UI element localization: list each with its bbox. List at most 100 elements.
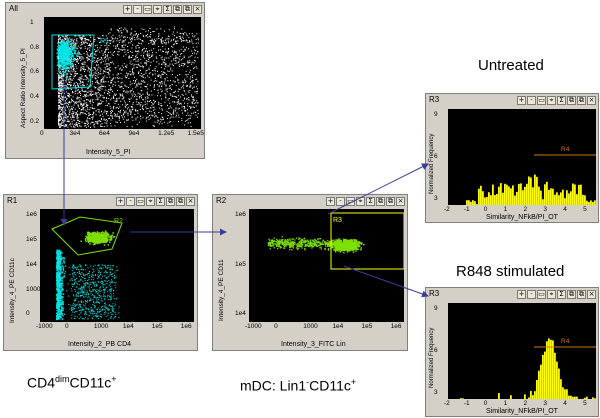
x-tick-label: 0 <box>274 323 278 330</box>
zoom-out-icon[interactable]: - <box>527 290 536 299</box>
crosshair-icon[interactable]: ⌖ <box>356 197 365 206</box>
sigma-icon[interactable]: Σ <box>156 197 165 206</box>
histogram-bar <box>506 184 508 205</box>
histogram-bar <box>560 192 562 205</box>
histogram-bar <box>586 200 588 205</box>
histogram-bar <box>508 186 510 205</box>
gate-r1[interactable] <box>51 34 95 90</box>
histogram-bar <box>540 190 542 205</box>
region-icon[interactable]: ▭ <box>537 96 546 105</box>
close-icon[interactable]: × <box>186 197 195 206</box>
zoom-in-icon[interactable]: + <box>326 197 335 206</box>
sigma-icon[interactable]: Σ <box>163 5 172 14</box>
histogram-bar <box>572 183 574 205</box>
copy-icon[interactable]: ⧉ <box>567 290 576 299</box>
y-tick-label: 6 <box>434 153 438 161</box>
panel-title: R1 <box>7 196 18 205</box>
paste-icon[interactable]: ⧉ <box>183 5 192 14</box>
paste-icon[interactable]: ⧉ <box>386 197 395 206</box>
crosshair-icon[interactable]: ⌖ <box>547 290 556 299</box>
copy-icon[interactable]: ⧉ <box>376 197 385 206</box>
y-tick-label: 9 <box>434 111 438 118</box>
histogram-bar <box>538 370 540 399</box>
region-icon[interactable]: ▭ <box>143 5 152 14</box>
x-tick-label: 3 <box>543 400 547 407</box>
paste-icon[interactable]: ⧉ <box>577 290 586 299</box>
panel-r1: R1 + - ▭ ⌖ Σ ⧉ ⧉ × R2 Intensity_4_PE CD11c 1e6 1… <box>3 194 198 351</box>
histogram-bar <box>524 394 526 399</box>
sigma-icon[interactable]: Σ <box>557 290 566 299</box>
region-icon[interactable]: ▭ <box>537 290 546 299</box>
scatter-r1: R2 <box>51 216 123 321</box>
panel-r2: R2 + - ▭ ⌖ Σ ⧉ ⧉ × R3 Intensity_4_PE CD11 1e6 1e… <box>212 194 408 351</box>
crosshair-icon[interactable]: ⌖ <box>547 96 556 105</box>
y-tick-label: 3 <box>434 389 438 397</box>
sigma-icon[interactable]: Σ <box>366 197 375 206</box>
close-icon[interactable]: × <box>396 197 405 206</box>
histogram-bar <box>568 395 570 399</box>
copy-icon[interactable]: ⧉ <box>166 197 175 206</box>
histogram-bar <box>584 195 586 205</box>
zoom-in-icon[interactable]: + <box>116 197 125 206</box>
histogram-bar <box>536 176 538 205</box>
zoom-out-icon[interactable]: - <box>133 5 142 14</box>
x-tick-label: -1 <box>463 206 470 213</box>
x-tick-label: -2 <box>444 400 450 407</box>
histogram-bar <box>496 194 498 205</box>
cd4-dim-cd11c-label: CD4dimCD11c+ <box>27 374 117 391</box>
x-axis-label: Intensity_2_PB CD4 <box>68 341 132 348</box>
histogram-bar <box>532 187 534 205</box>
y-axis-label: Intensity_4_PE CD11 <box>218 259 225 321</box>
y-tick-label: 0 <box>26 310 30 318</box>
histogram-bar <box>474 201 476 205</box>
crosshair-icon[interactable]: ⌖ <box>153 5 162 14</box>
zoom-in-icon[interactable]: + <box>517 290 526 299</box>
histogram-bar <box>512 185 514 205</box>
gate-r2[interactable] <box>51 216 123 256</box>
histogram-bar <box>524 186 526 205</box>
histogram-bar <box>482 191 484 205</box>
x-tick-label: 1e5 <box>361 323 373 330</box>
panel-all: All + - ▭ ⌖ Σ ⧉ ⧉ × R1 Aspect Ratio Intensity_5… <box>5 2 205 159</box>
histogram-bar <box>582 194 584 205</box>
copy-icon[interactable]: ⧉ <box>173 5 182 14</box>
histogram-bar <box>526 183 528 205</box>
histogram-bar <box>594 398 596 399</box>
region-icon[interactable]: ▭ <box>346 197 355 206</box>
close-icon[interactable]: × <box>587 290 596 299</box>
histogram-bar <box>548 338 550 399</box>
cd4-plus: + <box>111 374 117 384</box>
y-tick-label: 0.4 <box>30 92 40 100</box>
crosshair-icon[interactable]: ⌖ <box>146 197 155 206</box>
toolbar: + - ▭ ⌖ Σ ⧉ ⧉ × <box>116 197 195 206</box>
zoom-out-icon[interactable]: - <box>527 96 536 105</box>
sigma-icon[interactable]: Σ <box>557 96 566 105</box>
close-icon[interactable]: × <box>587 96 596 105</box>
paste-icon[interactable]: ⧉ <box>176 197 185 206</box>
histogram-bar <box>554 194 556 205</box>
histogram-bar <box>462 398 464 399</box>
histogram-bar <box>568 193 570 205</box>
scatter-r2: R3 <box>267 212 404 270</box>
copy-icon[interactable]: ⧉ <box>567 96 576 105</box>
x-tick-label: -2 <box>444 206 450 213</box>
histogram-untreated: R4 <box>466 146 596 205</box>
zoom-out-icon[interactable]: - <box>126 197 135 206</box>
toolbar: + - ▭ ⌖ Σ ⧉ ⧉ × <box>517 96 596 105</box>
paste-icon[interactable]: ⧉ <box>577 96 586 105</box>
y-tick-label: 1 <box>30 19 34 26</box>
r848-label: R848 stimulated <box>456 263 565 280</box>
cd4-rest: CD11c <box>69 374 112 391</box>
zoom-out-icon[interactable]: - <box>336 197 345 206</box>
histogram-bar <box>546 341 548 399</box>
histogram-bar <box>584 397 586 399</box>
close-icon[interactable]: × <box>193 5 202 14</box>
zoom-in-icon[interactable]: + <box>123 5 132 14</box>
zoom-in-icon[interactable]: + <box>517 96 526 105</box>
y-tick-label: 1e4 <box>26 260 37 268</box>
region-icon[interactable]: ▭ <box>136 197 145 206</box>
histogram-bar <box>528 176 530 205</box>
histogram-bar <box>480 185 482 205</box>
histogram-bar <box>500 183 502 205</box>
